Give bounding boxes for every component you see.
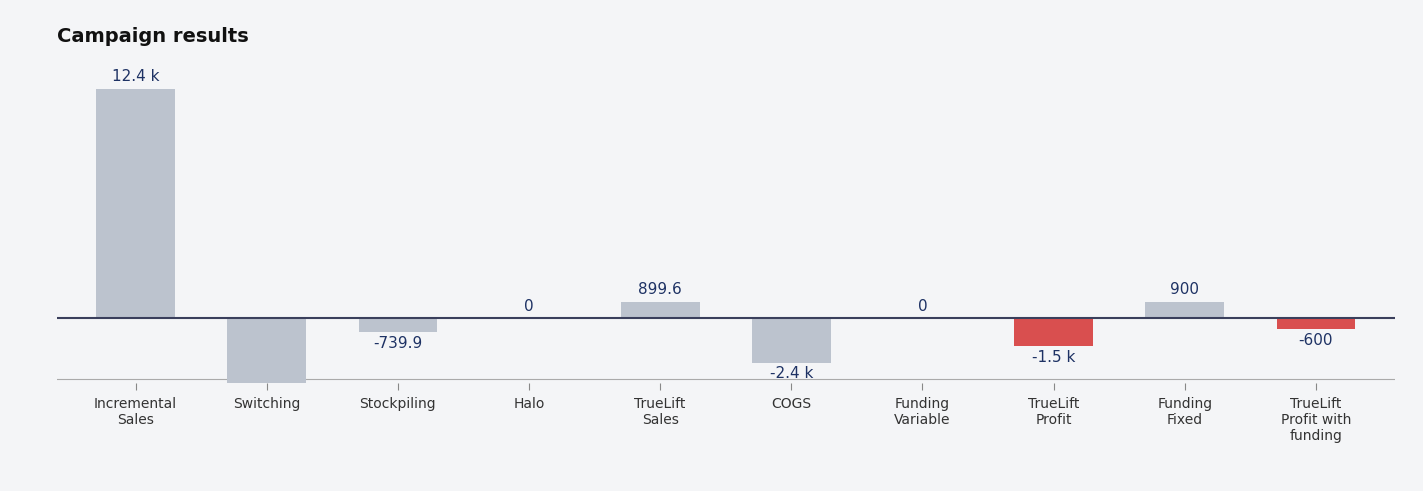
Text: 0: 0 bbox=[524, 299, 534, 314]
Bar bbox=[1015, 318, 1093, 346]
Bar bbox=[228, 318, 306, 491]
Text: -2.4 k: -2.4 k bbox=[770, 366, 813, 382]
Text: Campaign results: Campaign results bbox=[57, 27, 249, 46]
Text: 12.4 k: 12.4 k bbox=[112, 69, 159, 84]
Bar bbox=[1146, 301, 1224, 318]
Text: 0: 0 bbox=[918, 299, 928, 314]
Text: 899.6: 899.6 bbox=[639, 282, 682, 297]
Bar bbox=[751, 318, 831, 363]
Text: -1.5 k: -1.5 k bbox=[1032, 350, 1076, 365]
Bar bbox=[1276, 318, 1355, 329]
Bar bbox=[620, 301, 700, 318]
Text: -600: -600 bbox=[1299, 333, 1333, 348]
Bar bbox=[359, 318, 437, 332]
Text: -739.9: -739.9 bbox=[373, 335, 423, 351]
Text: 900: 900 bbox=[1170, 282, 1200, 297]
Bar bbox=[97, 88, 175, 318]
